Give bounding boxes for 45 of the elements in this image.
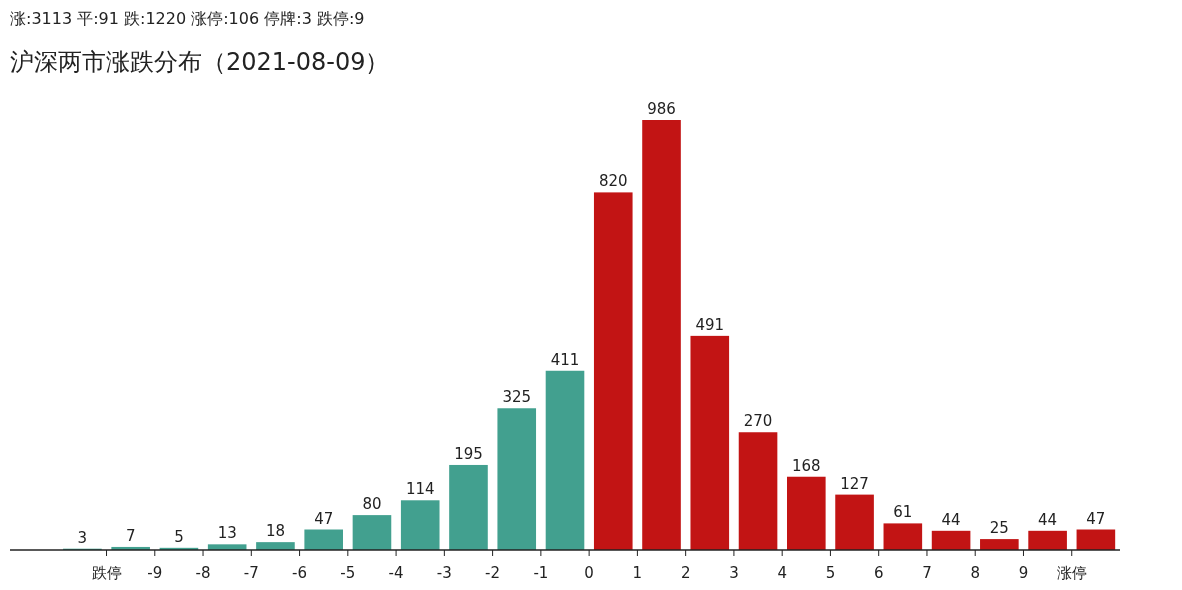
data-label: 7	[125, 526, 136, 545]
data-label: 3	[77, 528, 88, 547]
chart-title: 沪深两市涨跌分布（2021-08-09）	[10, 48, 390, 76]
data-label: 986	[647, 100, 676, 118]
x-tick-label: -6	[292, 564, 308, 582]
data-label: 80	[362, 495, 382, 514]
x-tick-label: 涨停	[1056, 564, 1087, 582]
data-label: 5	[174, 527, 184, 546]
data-label: 47	[1086, 509, 1106, 528]
x-tick-label: -9	[147, 564, 163, 582]
data-label: 61	[893, 503, 913, 522]
data-label: 411	[550, 350, 580, 369]
x-tick-label: -7	[243, 564, 259, 582]
x-tick-label: -8	[195, 564, 211, 582]
data-label: 114	[405, 480, 435, 499]
x-tick-label: 1	[632, 564, 643, 582]
chart-subtitle: 涨:3113 平:91 跌:1220 涨停:106 停牌:3 跌停:9	[10, 9, 365, 28]
data-label: 195	[454, 444, 483, 463]
data-label: 47	[314, 509, 334, 528]
data-label: 18	[265, 522, 285, 541]
data-label: 168	[791, 456, 821, 475]
x-tick-label: -1	[533, 564, 549, 582]
x-tick-label: 跌停	[91, 564, 122, 582]
x-tick-label: 2	[680, 564, 691, 582]
x-tick-label: 9	[1018, 564, 1029, 582]
data-label: 270	[743, 412, 773, 431]
x-tick-label: -2	[485, 564, 501, 582]
x-tick-label: -4	[388, 564, 404, 582]
x-tick-label: 5	[825, 564, 836, 582]
x-tick-label: -5	[340, 564, 356, 582]
data-label: 25	[989, 519, 1009, 538]
data-label: 127	[840, 474, 869, 493]
data-label: 820	[598, 172, 628, 191]
x-tick-label: 7	[922, 564, 932, 582]
x-tick-label: 3	[729, 564, 739, 582]
x-tick-label: 8	[970, 564, 980, 582]
data-label: 44	[941, 510, 961, 529]
data-label: 13	[217, 524, 237, 543]
x-tick-label: 0	[584, 564, 594, 582]
x-tick-label: 6	[873, 564, 884, 582]
data-label: 491	[695, 315, 725, 334]
data-label: 325	[502, 388, 532, 407]
x-tick-label: 4	[777, 564, 787, 582]
x-tick-label: -3	[436, 564, 452, 582]
data-label: 44	[1038, 510, 1058, 529]
